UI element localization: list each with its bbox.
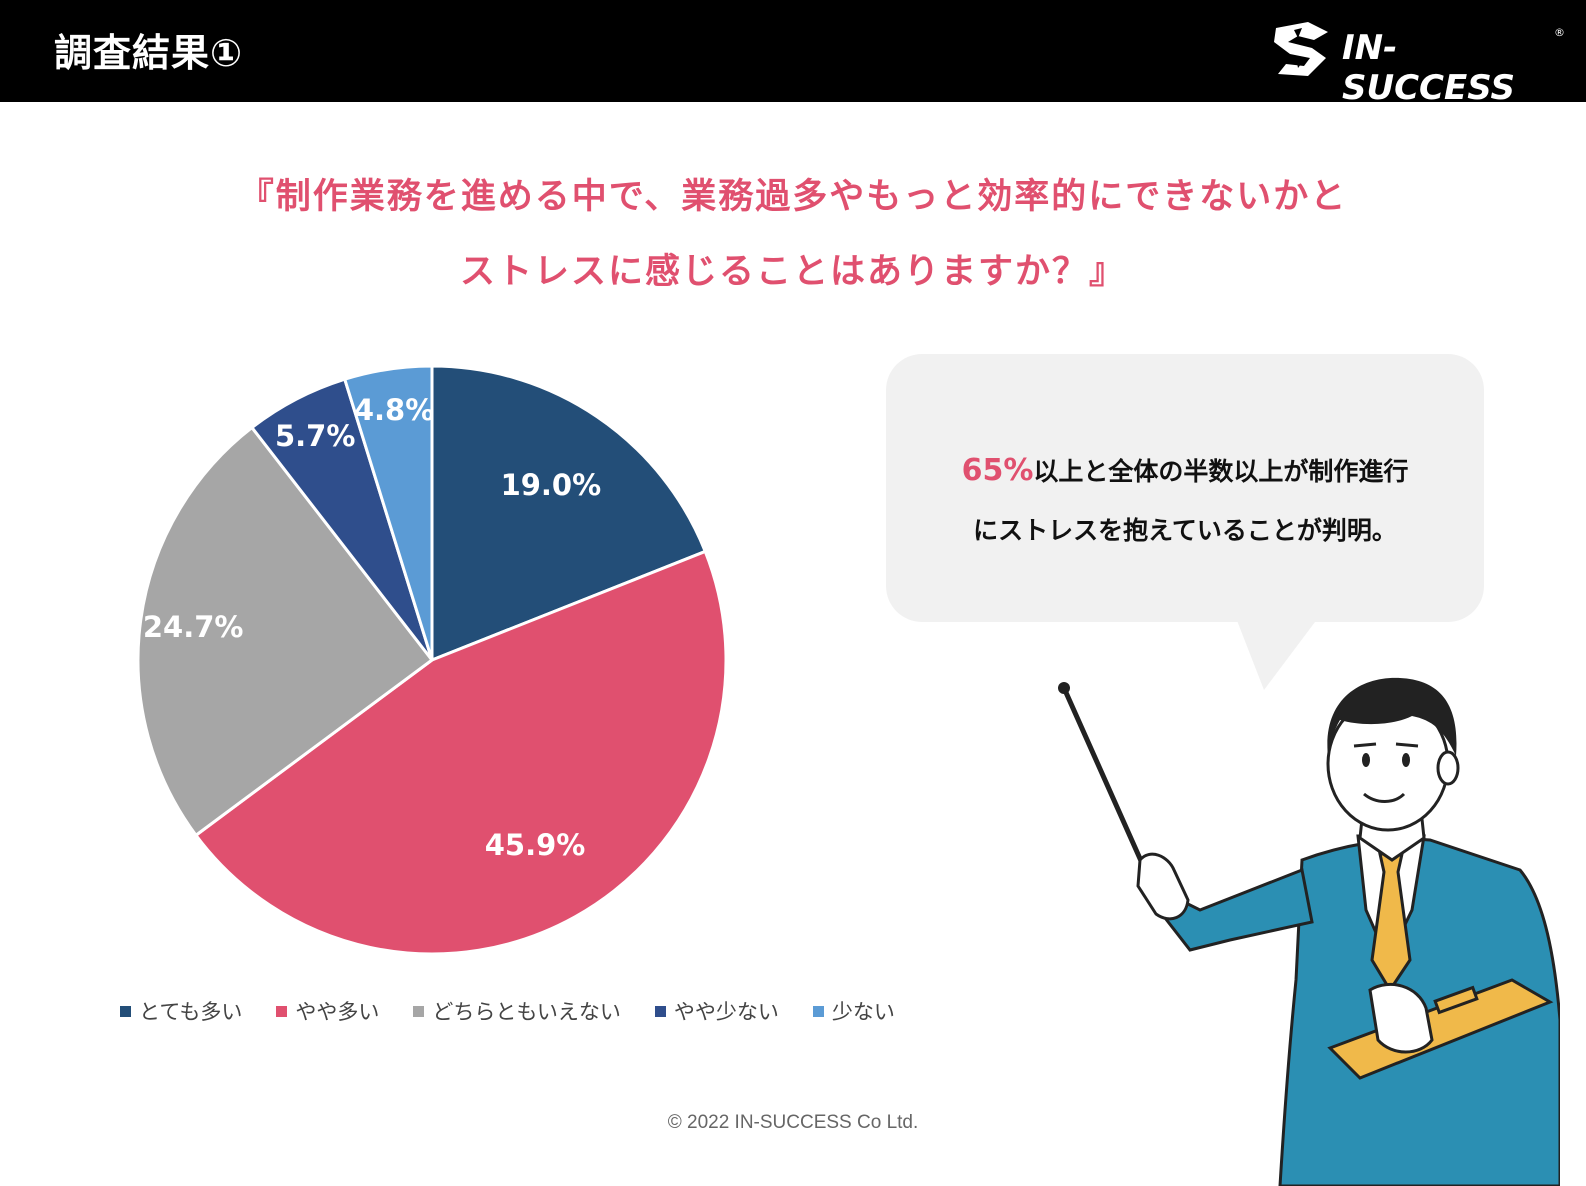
pie-data-label-4: 5.7%: [275, 419, 355, 453]
legend-item-2: やや多い: [276, 996, 379, 1026]
page-title: 調査結果①: [54, 31, 244, 75]
pie-slice-3: [136, 425, 435, 838]
legend-swatch: [276, 1005, 288, 1017]
callout-line-2: にストレスを抱えていることが判明。: [973, 516, 1397, 545]
question-line-1: 『制作業務を進める中で、業務過多やもっと効率的にできないかと: [238, 177, 1348, 217]
registered-mark: ®: [1554, 26, 1565, 39]
legend-label: どちらともいえない: [432, 1000, 621, 1024]
legend-item-4: やや少ない: [654, 996, 779, 1026]
callout-highlight: 65%: [961, 453, 1034, 488]
legend-item-1: とても多い: [120, 996, 242, 1026]
pie-slice-1: [430, 364, 708, 663]
question-line-2: ストレスに感じることはありますか？』: [459, 252, 1126, 292]
pie-data-label-2: 45.9%: [485, 828, 586, 862]
legend-swatch: [120, 1005, 131, 1017]
pie-slice-2: [193, 549, 728, 956]
legend-swatch: [413, 1005, 425, 1017]
pie-data-label-3: 24.7%: [143, 610, 244, 644]
chart-legend: とても多い やや多い どちらともいえない やや少ない 少ない: [120, 993, 929, 1029]
pie-data-label-5: 4.8%: [354, 393, 434, 427]
businessman-illustration: [1058, 677, 1560, 1186]
copyright-footer: © 2022 IN-SUCCESS Co Ltd.: [667, 1112, 919, 1133]
legend-label: やや少ない: [673, 1000, 779, 1024]
legend-swatch: [812, 1005, 824, 1017]
legend-item-5: 少ない: [812, 996, 895, 1026]
callout-line-1: 65%以上と全体の半数以上が制作進行: [886, 452, 1484, 488]
legend-label: やや多い: [295, 1000, 380, 1024]
legend-label: とても多い: [139, 1000, 243, 1024]
legend-label: 少ない: [831, 1000, 895, 1024]
in-success-logo: IN-SUCCESS ®: [1268, 18, 1568, 108]
callout-line-1-text: 以上と全体の半数以上が制作進行: [1033, 457, 1409, 486]
pie-data-label-1: 19.0%: [501, 468, 602, 502]
legend-item-3: どちらともいえない: [413, 996, 621, 1026]
legend-swatch: [654, 1005, 666, 1017]
logo-text: IN-SUCCESS: [1342, 28, 1515, 108]
logo-mark-icon: [1274, 22, 1328, 76]
speech-bubble: [886, 354, 1484, 622]
header-bar: 調査結果① IN-SUCCESS ®: [0, 0, 1586, 108]
pie-slice-5: [342, 364, 434, 661]
